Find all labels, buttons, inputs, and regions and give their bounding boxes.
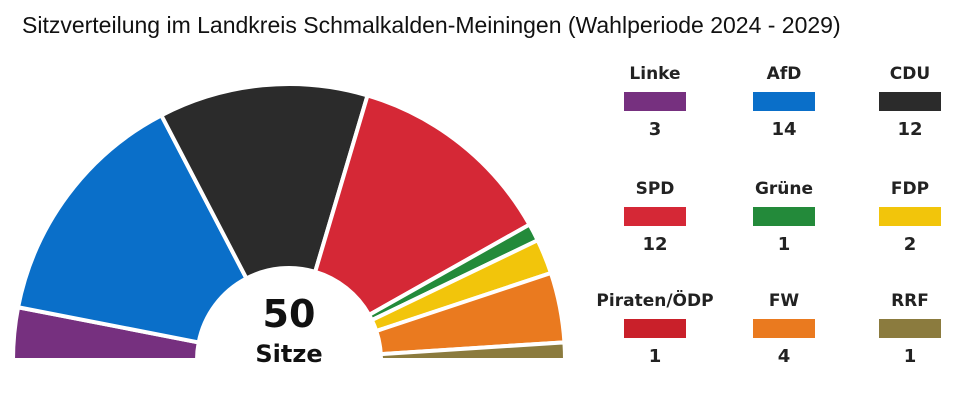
legend-seat-count: 12: [897, 119, 923, 140]
legend-party-name: SPD: [635, 179, 675, 199]
legend-party-name: CDU: [889, 64, 931, 84]
legend-seat-count: 12: [642, 234, 668, 255]
legend-color-swatch: [624, 207, 686, 226]
total-seats-number: 50: [263, 292, 316, 336]
chart-title: Sitzverteilung im Landkreis Schmalkalden…: [22, 12, 841, 38]
legend-color-swatch: [879, 92, 941, 111]
legend-seat-count: 1: [648, 346, 662, 367]
legend-seat-count: 1: [903, 346, 917, 367]
legend-item-linke: Linke 3: [595, 63, 715, 141]
seat-segments: [11, 82, 567, 362]
legend-color-swatch: [624, 319, 686, 338]
legend-seat-count: 1: [777, 234, 791, 255]
total-seats-label: Sitze: [255, 340, 322, 368]
legend-item-fw: FW 4: [724, 290, 844, 368]
legend-item-gr-ne: Grüne 1: [724, 178, 844, 256]
legend-color-swatch: [624, 92, 686, 111]
parliament-chart: 50 Sitze: [11, 82, 567, 368]
legend-item-cdu: CDU 12: [850, 63, 962, 141]
legend-item-rrf: RRF 1: [850, 290, 962, 368]
legend-color-swatch: [753, 207, 815, 226]
legend-seat-count: 3: [648, 119, 662, 140]
legend-party-name: FDP: [890, 179, 930, 199]
legend-color-swatch: [753, 319, 815, 338]
legend-item-fdp: FDP 2: [850, 178, 962, 256]
legend-party-name: Grüne: [754, 179, 814, 199]
segment-cdu: [159, 82, 370, 281]
legend-color-swatch: [753, 92, 815, 111]
legend-party-name: Piraten/ÖDP: [596, 291, 714, 311]
legend-color-swatch: [879, 319, 941, 338]
legend-party-name: AfD: [766, 64, 802, 84]
legend-item-spd: SPD 12: [595, 178, 715, 256]
legend-color-swatch: [879, 207, 941, 226]
segment-spd: [313, 93, 532, 317]
legend-seat-count: 2: [903, 234, 917, 255]
legend-party-name: RRF: [891, 291, 929, 311]
legend-seat-count: 4: [777, 346, 791, 367]
legend-item-afd: AfD 14: [724, 63, 844, 141]
legend-party-name: Linke: [629, 64, 681, 84]
legend-item-piraten-dp: Piraten/ÖDP 1: [595, 290, 715, 368]
segment-rrf: [378, 340, 567, 362]
legend-seat-count: 14: [771, 119, 797, 140]
legend-party-name: FW: [768, 291, 800, 311]
